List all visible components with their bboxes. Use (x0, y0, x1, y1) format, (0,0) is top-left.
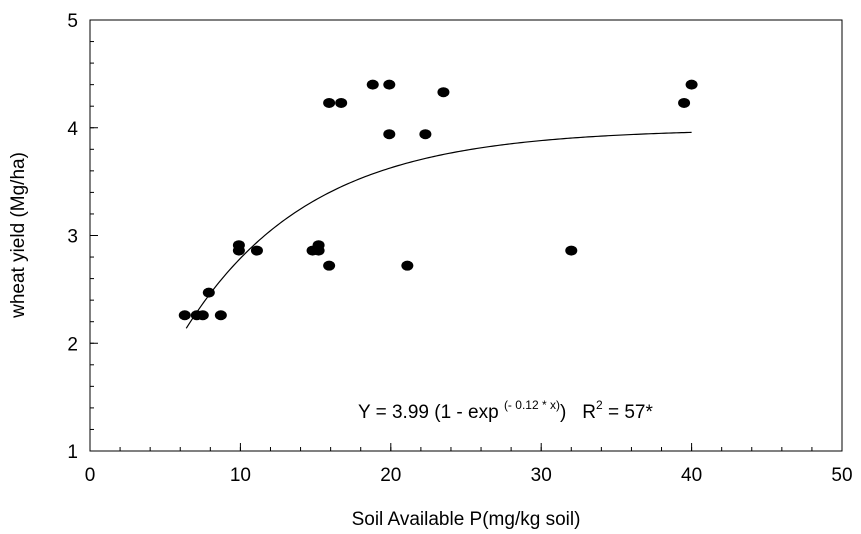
y-tick-label: 3 (67, 227, 78, 248)
point (565, 245, 578, 256)
point (178, 310, 191, 321)
equation-exponent: (- 0.12 * x) (504, 398, 560, 412)
x-tick-label: 50 (831, 465, 852, 486)
point (250, 245, 263, 256)
r2-value: = 57* (603, 402, 654, 423)
point (437, 87, 450, 98)
point (196, 310, 209, 321)
fit-curve (185, 131, 692, 329)
point (685, 79, 698, 90)
point (214, 310, 227, 321)
point (312, 245, 325, 256)
equation-close: ) (560, 402, 566, 423)
point (232, 245, 245, 256)
point (202, 287, 215, 298)
point (335, 97, 348, 108)
point (323, 97, 336, 108)
y-tick-label: 2 (67, 334, 78, 355)
point (678, 97, 691, 108)
x-tick-label: 20 (380, 465, 401, 486)
x-tick-label: 0 (85, 465, 96, 486)
equation-main: Y = 3.99 (1 - exp (358, 402, 504, 423)
x-tick-label: 30 (531, 465, 552, 486)
point (401, 260, 414, 271)
point (419, 129, 432, 140)
point (383, 129, 396, 140)
y-tick-label: 1 (67, 442, 78, 463)
point (383, 79, 396, 90)
point (323, 260, 336, 271)
y-tick-label: 4 (67, 119, 78, 140)
y-axis-title: wheat yield (Mg/ha) (8, 152, 29, 319)
r2-label: R (582, 402, 596, 423)
point (366, 79, 379, 90)
x-tick-label: 40 (681, 465, 702, 486)
plot-frame (89, 19, 843, 452)
x-axis-title: Soil Available P(mg/kg soil) (352, 509, 581, 530)
y-tick-label: 5 (67, 11, 78, 32)
x-tick-label: 10 (230, 465, 251, 486)
r2-exponent: 2 (596, 398, 603, 412)
equation: Y = 3.99 (1 - exp (- 0.12 * x)) R2 = 57* (358, 398, 653, 423)
